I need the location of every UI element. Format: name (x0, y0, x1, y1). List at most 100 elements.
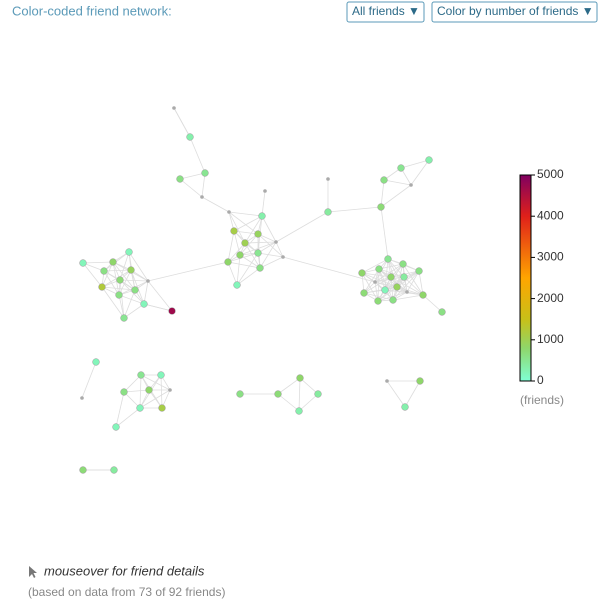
node-no-data (168, 388, 172, 392)
node-no-data (326, 177, 330, 181)
edge (81, 361, 97, 399)
friend-node (399, 260, 407, 268)
friend-node (384, 255, 392, 263)
edge (418, 270, 424, 296)
friend-node (131, 286, 139, 294)
tick-label: 1000 (537, 332, 564, 346)
edge (128, 251, 149, 282)
edge (380, 179, 385, 208)
edge (257, 252, 284, 258)
filter-dropdown[interactable] (346, 1, 425, 23)
edge (101, 286, 136, 291)
edge (261, 190, 266, 217)
friend-node (254, 230, 262, 238)
tick-label: 2000 (537, 291, 564, 305)
edge (101, 261, 114, 288)
edge (244, 242, 261, 269)
friend-node (127, 266, 135, 274)
edge (361, 272, 398, 288)
edge (380, 184, 412, 208)
friend-node (387, 273, 395, 281)
friend-node (274, 390, 282, 398)
edge (277, 393, 300, 412)
friend-node (145, 386, 153, 394)
edge (378, 263, 404, 270)
friend-node (256, 264, 264, 272)
friend-node (400, 273, 408, 281)
filter-label: All friends ▼ (352, 4, 420, 18)
edge (189, 136, 206, 174)
edge (123, 289, 136, 319)
edge (119, 279, 149, 282)
edge (277, 377, 301, 395)
edge (275, 211, 329, 243)
friend-node (109, 258, 117, 266)
edge (384, 276, 405, 291)
edge (143, 303, 173, 312)
friend-node (375, 265, 383, 273)
edge (233, 230, 259, 235)
friend-node (397, 164, 405, 172)
friend-node (79, 466, 87, 474)
friend-node (115, 291, 123, 299)
edge (82, 262, 105, 272)
color-dropdown[interactable] (431, 1, 598, 23)
friend-node (158, 404, 166, 412)
tick-label: 0 (537, 373, 544, 387)
node-no-data (281, 255, 285, 259)
friend-node (120, 314, 128, 322)
friend-node (120, 388, 128, 396)
tick-label: 4000 (537, 208, 564, 222)
edge (143, 280, 149, 305)
friend-node (358, 269, 366, 277)
friend-node (116, 276, 124, 284)
note: (based on data from 73 of 92 friends) (28, 585, 225, 599)
edge (119, 279, 125, 319)
friend-node (254, 249, 262, 257)
tick-label: 3000 (537, 250, 564, 264)
friend-node (137, 371, 145, 379)
node-no-data (274, 240, 278, 244)
edge (404, 380, 421, 408)
edge (406, 270, 420, 293)
edge (147, 280, 173, 312)
friend-node (295, 407, 303, 415)
friend-node (186, 133, 194, 141)
friend-node (100, 267, 108, 275)
friend-node (224, 258, 232, 266)
friend-node (374, 297, 382, 305)
edge (201, 196, 230, 213)
friend-node (389, 296, 397, 304)
edge (374, 281, 408, 293)
edge (233, 215, 263, 232)
edge (227, 261, 261, 269)
edge (82, 261, 114, 264)
node-no-data (200, 195, 204, 199)
edge (377, 286, 398, 302)
friend-node (296, 374, 304, 382)
nodes (79, 106, 446, 474)
friend-node (241, 239, 249, 247)
edge (239, 233, 259, 256)
node-no-data (172, 106, 176, 110)
friend-node (236, 390, 244, 398)
edge (123, 303, 145, 319)
edge (299, 377, 319, 395)
title: Color-coded friend network: (12, 3, 172, 18)
edge (236, 254, 241, 286)
hint: mouseover for friend details (44, 563, 205, 578)
friend-node (233, 281, 241, 289)
edge (118, 294, 125, 319)
edge (236, 252, 259, 286)
edge (227, 242, 246, 263)
friend-node (401, 403, 409, 411)
edge (387, 258, 405, 278)
friend-node (112, 423, 120, 431)
friend-node (314, 390, 322, 398)
legend-unit: (friends) (520, 393, 564, 407)
friend-node (377, 203, 385, 211)
friend-node (381, 286, 389, 294)
edge (82, 262, 103, 288)
edge (179, 178, 203, 198)
